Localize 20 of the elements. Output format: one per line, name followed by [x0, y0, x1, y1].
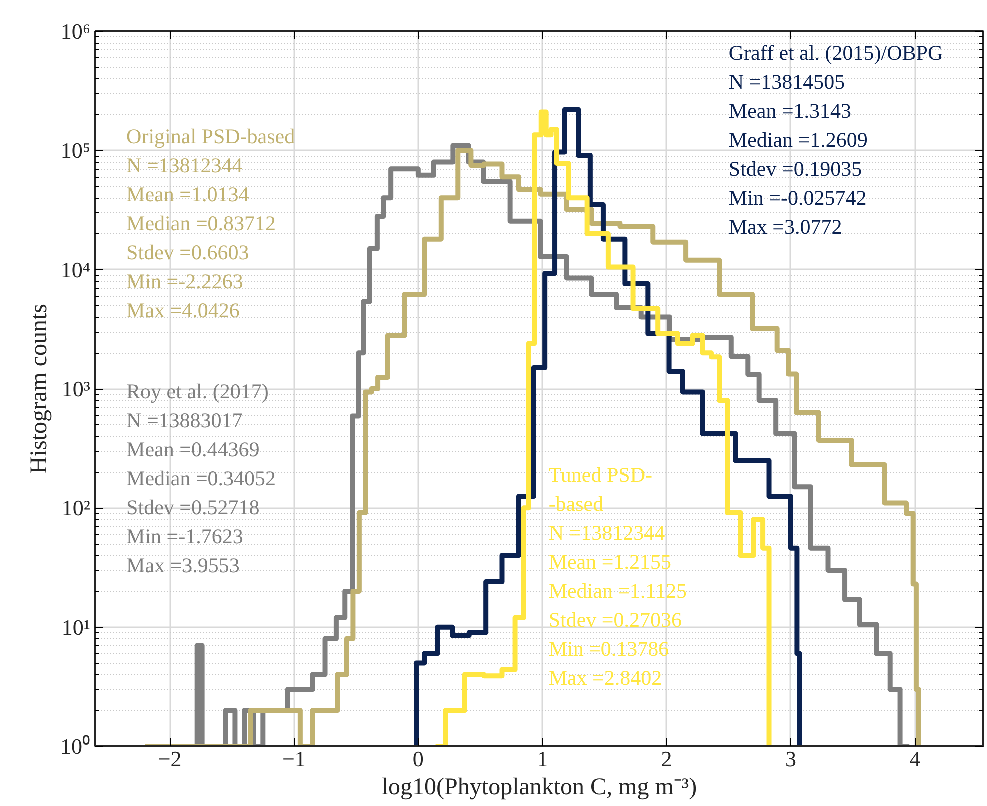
x-tick-label: 0	[412, 746, 424, 772]
annotation: Original PSD-based N =13812344 Mean =1.0134 Median =0.83712 Stdev =0.6603 Min =-2.2263 Max =4.0426	[126, 124, 296, 322]
annotation: Tuned PSD- -based N =13812344 Mean =1.2155 Median =1.1125 Stdev =0.27036 Min =0.13786 Max =2.8402	[548, 462, 688, 690]
x-axis-title: log10(Phytoplankton C, mg m⁻³)	[382, 774, 698, 800]
annotation: Graff et al. (2015)/OBPG N =13814505 Mean =1.3143 Median =1.2609 Stdev =0.19035 Min =-0.025742 Max =3.0772	[728, 41, 944, 240]
y-tick-label: 10³	[62, 376, 91, 402]
x-tick-label: −1	[282, 746, 306, 772]
y-tick-label: 10¹	[62, 614, 91, 640]
y-tick-label: 10⁰	[60, 734, 90, 759]
y-tick-label: 10²	[62, 496, 91, 521]
x-tick-label: 2	[661, 746, 672, 772]
y-axis-title: Histogram counts	[26, 304, 52, 474]
x-tick-label: 4	[910, 746, 921, 772]
x-tick-label: 1	[537, 746, 548, 772]
y-tick-label: 10⁵	[60, 138, 90, 164]
y-tick-label: 10⁴	[60, 257, 91, 282]
x-tick-label: 3	[785, 746, 796, 772]
y-tick-label: 10⁶	[60, 19, 90, 44]
annotation: Roy et al. (2017) N =13883017 Mean =0.44369 Median =0.34052 Stdev =0.52718 Min =-1.7623 Max =3.9553	[126, 379, 276, 578]
x-tick-label: −2	[158, 746, 182, 772]
